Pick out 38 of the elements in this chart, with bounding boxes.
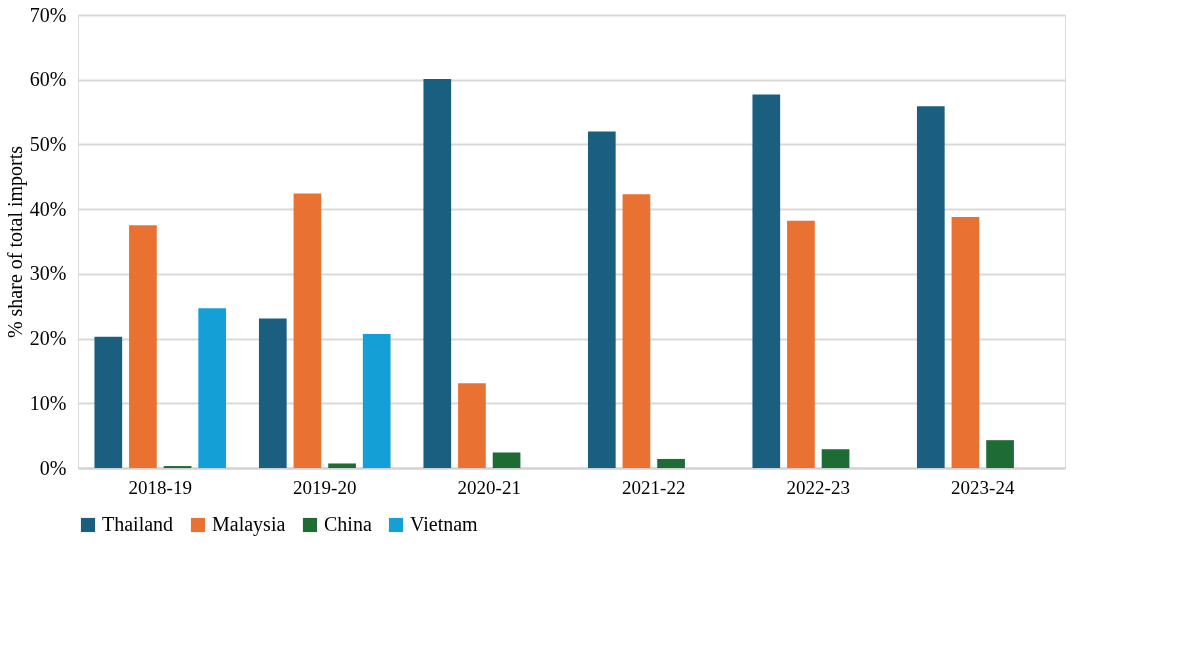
x-tick-label: 2018-19 xyxy=(128,476,192,498)
bar xyxy=(916,106,945,468)
y-tick-label: 60% xyxy=(29,68,67,91)
bar xyxy=(258,318,287,468)
legend-label: Malaysia xyxy=(212,513,286,536)
bar xyxy=(129,225,157,468)
y-tick-label: 20% xyxy=(29,327,67,350)
y-tick-label: 40% xyxy=(29,197,67,220)
bar xyxy=(362,334,391,468)
bar xyxy=(293,193,322,468)
y-tick-label: 0% xyxy=(39,456,67,479)
bar xyxy=(328,463,356,468)
bar xyxy=(198,308,227,468)
bar xyxy=(951,216,980,468)
bar xyxy=(986,440,1014,468)
legend-label: Vietnam xyxy=(410,513,479,535)
bar xyxy=(587,131,616,468)
y-tick-label: 30% xyxy=(29,262,67,285)
y-tick-label: 70% xyxy=(29,3,67,26)
bar xyxy=(657,458,685,468)
bar xyxy=(492,452,521,468)
legend-label: Thailand xyxy=(102,513,174,535)
bar xyxy=(752,94,781,468)
x-tick-label: 2020-21 xyxy=(457,476,521,498)
bar xyxy=(821,449,850,468)
x-tick-label: 2023-24 xyxy=(951,476,1015,498)
x-tick-label: 2021-22 xyxy=(622,476,686,498)
bar xyxy=(622,194,651,468)
x-tick-label: 2022-23 xyxy=(786,476,850,498)
legend-label: China xyxy=(324,513,372,535)
bar xyxy=(94,336,123,468)
x-tick-label: 2019-20 xyxy=(293,476,357,498)
y-tick-label: 10% xyxy=(29,391,67,414)
bar xyxy=(787,220,815,468)
bar xyxy=(458,383,486,468)
bar xyxy=(423,79,452,468)
y-tick-label: 50% xyxy=(29,132,67,155)
y-axis-title: % share of total imports xyxy=(3,145,27,339)
